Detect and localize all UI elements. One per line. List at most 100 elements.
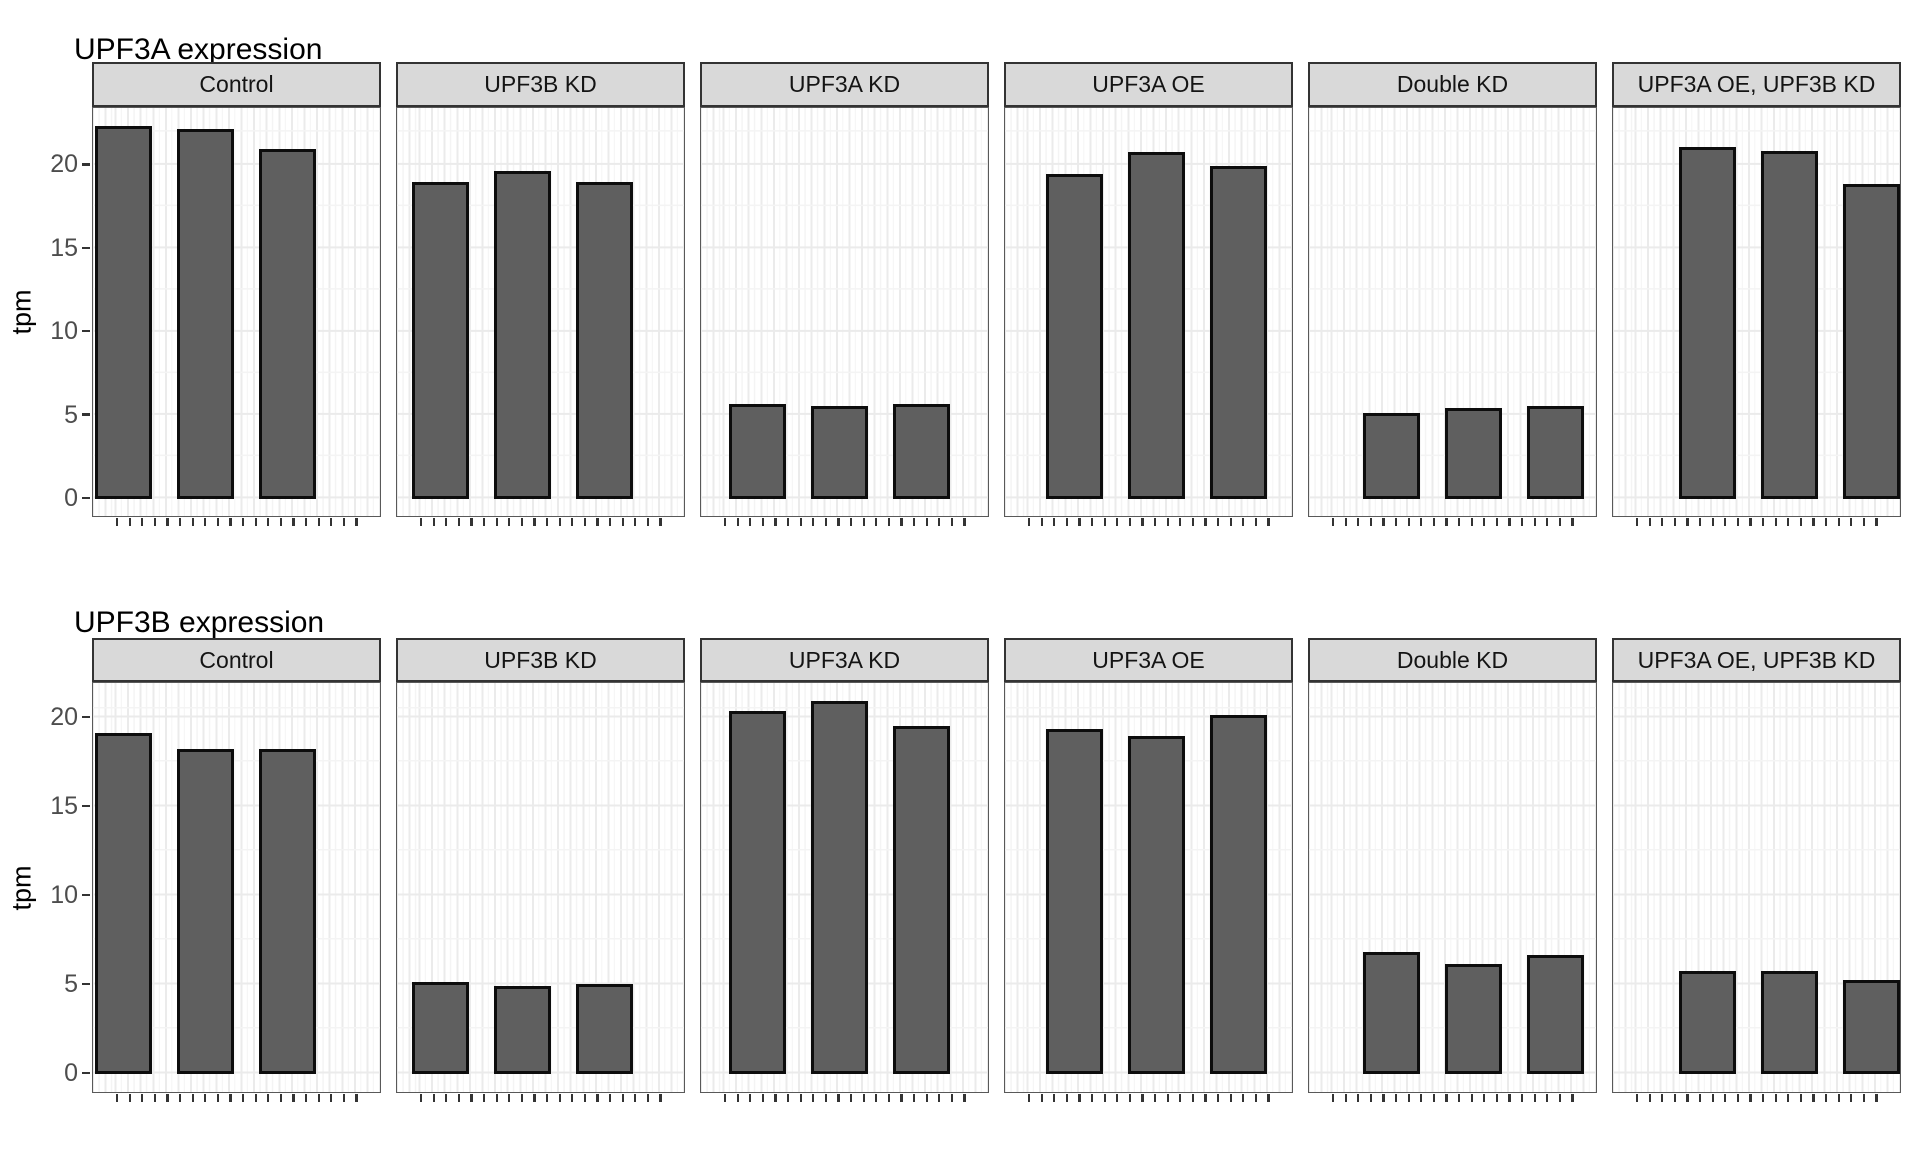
x-tick-mark <box>1546 1094 1549 1102</box>
x-tick-mark <box>292 518 295 526</box>
x-tick-mark <box>1825 518 1828 526</box>
x-tick-mark <box>432 1094 435 1102</box>
bar <box>259 748 316 1074</box>
x-tick-mark <box>191 518 194 526</box>
x-tick-mark <box>470 1094 473 1102</box>
x-tick-mark <box>1558 518 1561 526</box>
facet-panel <box>1308 107 1597 517</box>
x-tick-mark <box>1204 1094 1207 1102</box>
bar <box>1761 150 1818 499</box>
x-tick-mark <box>1154 518 1157 526</box>
x-tick-mark <box>621 1094 624 1102</box>
x-tick-mark <box>1040 1094 1043 1102</box>
facet-strip: UPF3A OE, UPF3B KD <box>1612 638 1901 682</box>
facet-panel <box>700 107 989 517</box>
x-tick-mark <box>812 518 815 526</box>
x-tick-mark <box>646 1094 649 1102</box>
x-tick-mark <box>1850 518 1853 526</box>
x-tick-mark <box>812 1094 815 1102</box>
x-tick-mark <box>1458 518 1461 526</box>
x-tick-mark <box>724 518 727 526</box>
facet-strip: UPF3A OE, UPF3B KD <box>1612 62 1901 107</box>
x-tick-mark <box>1432 518 1435 526</box>
x-tick-mark <box>1686 518 1689 526</box>
bar <box>729 404 786 499</box>
y-tick-mark <box>82 982 90 986</box>
x-tick-mark <box>166 518 169 526</box>
bar <box>729 711 786 1074</box>
x-tick-mark <box>1254 518 1257 526</box>
x-tick-mark <box>1636 518 1639 526</box>
x-tick-mark <box>1078 518 1081 526</box>
x-tick-mark <box>1799 1094 1802 1102</box>
x-tick-mark <box>1787 518 1790 526</box>
x-tick-mark <box>1445 1094 1448 1102</box>
bar <box>259 149 316 499</box>
bar <box>494 170 551 499</box>
facet-panel <box>92 107 381 517</box>
x-tick-mark <box>850 518 853 526</box>
facet-strip-label: Control <box>199 71 274 97</box>
facet-panel <box>700 682 989 1093</box>
x-tick-mark <box>1470 1094 1473 1102</box>
bar <box>811 700 868 1074</box>
x-tick-mark <box>267 518 270 526</box>
bar <box>1128 152 1185 499</box>
y-tick-label: 5 <box>64 400 78 429</box>
bar <box>494 985 551 1074</box>
x-tick-mark <box>571 1094 574 1102</box>
facet-panel <box>396 107 685 517</box>
facet-strip: UPF3A KD <box>700 638 989 682</box>
x-tick-mark <box>128 1094 131 1102</box>
bar <box>1527 955 1584 1074</box>
facet-strip-label: UPF3B KD <box>484 646 597 673</box>
x-tick-mark <box>850 1094 853 1102</box>
x-tick-mark <box>520 518 523 526</box>
x-tick-mark <box>1724 518 1727 526</box>
x-tick-mark <box>179 518 182 526</box>
facet-panel <box>1308 682 1597 1093</box>
x-tick-mark <box>1521 518 1524 526</box>
x-tick-mark <box>355 518 358 526</box>
y-tick-label: 20 <box>50 150 78 179</box>
x-tick-mark <box>546 518 549 526</box>
x-tick-mark <box>483 1094 486 1102</box>
x-tick-mark <box>1762 1094 1765 1102</box>
x-tick-mark <box>596 518 599 526</box>
x-tick-mark <box>749 518 752 526</box>
x-tick-mark <box>609 1094 612 1102</box>
x-tick-mark <box>1357 518 1360 526</box>
x-tick-mark <box>963 518 966 526</box>
x-tick-mark <box>1040 518 1043 526</box>
x-tick-mark <box>279 518 282 526</box>
x-tick-mark <box>179 1094 182 1102</box>
x-tick-mark <box>1673 518 1676 526</box>
y-tick-label: 15 <box>50 792 78 820</box>
facet-strip: UPF3A OE <box>1004 638 1293 682</box>
x-tick-mark <box>1116 518 1119 526</box>
x-tick-mark <box>1483 518 1486 526</box>
x-tick-mark <box>1749 1094 1752 1102</box>
x-tick-mark <box>1141 1094 1144 1102</box>
bar <box>576 182 633 499</box>
x-tick-mark <box>749 1094 752 1102</box>
y-tick-mark <box>82 413 90 416</box>
y-tick-mark <box>82 329 90 333</box>
x-tick-mark <box>1699 518 1702 526</box>
y-tick-label: 5 <box>64 970 78 998</box>
x-tick-mark <box>1825 1094 1828 1102</box>
x-tick-mark <box>432 518 435 526</box>
facet-strip: Control <box>92 638 381 682</box>
facet-strip: UPF3B KD <box>396 638 685 682</box>
x-tick-mark <box>420 1094 423 1102</box>
facet-strip-label: UPF3A OE, UPF3B KD <box>1637 646 1876 673</box>
x-tick-mark <box>1065 518 1068 526</box>
x-tick-mark <box>1495 1094 1498 1102</box>
y-tick-mark <box>82 163 90 166</box>
bar <box>1843 980 1900 1074</box>
x-tick-mark <box>634 518 637 526</box>
x-tick-mark <box>1229 518 1232 526</box>
x-tick-mark <box>1154 1094 1157 1102</box>
x-tick-mark <box>1774 518 1777 526</box>
